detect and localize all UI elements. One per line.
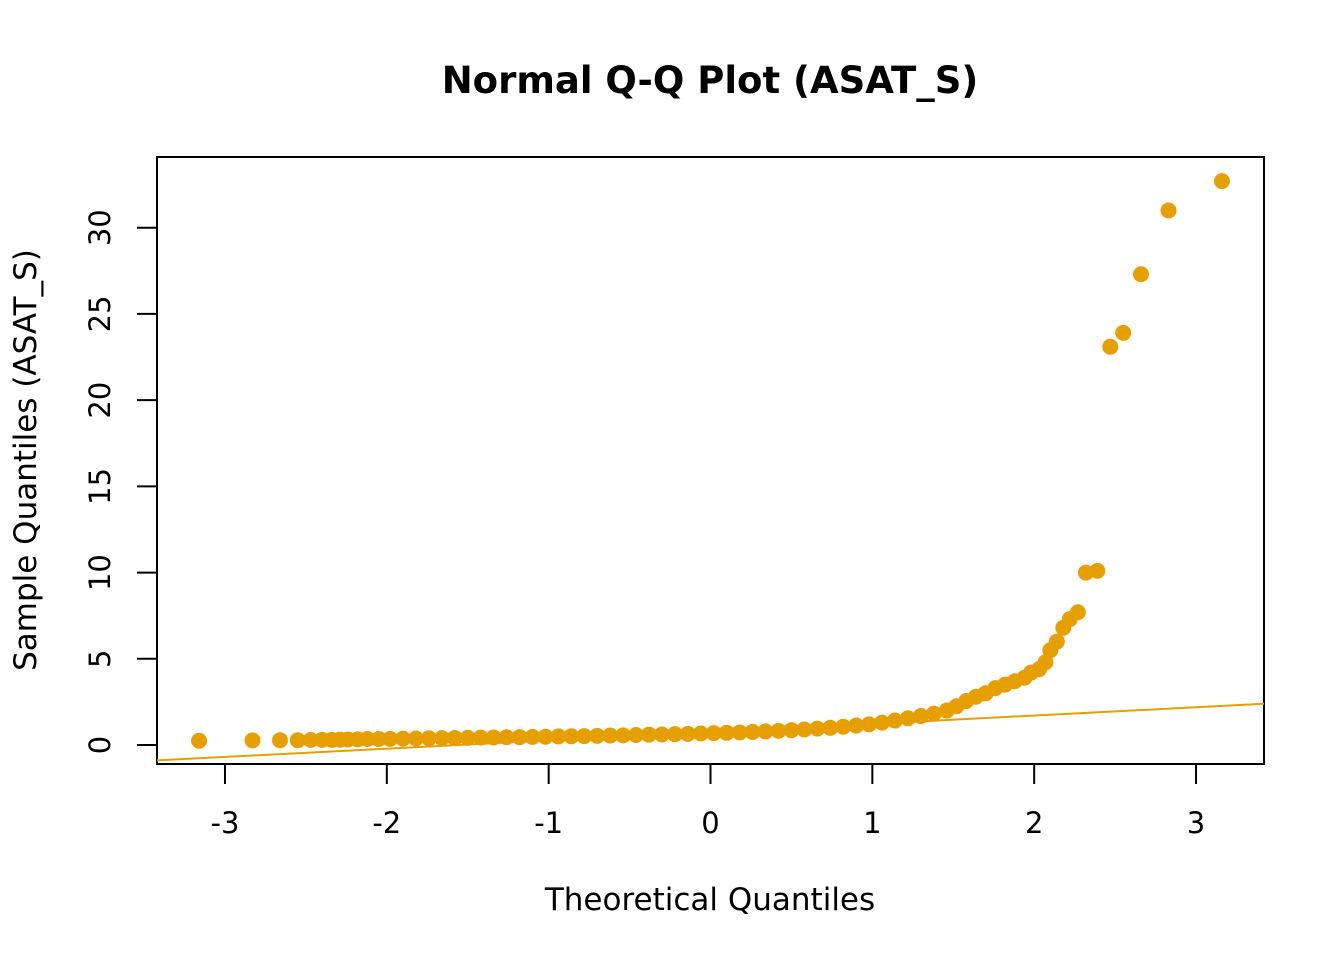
data-point-30 [615, 727, 632, 744]
chart-title: Normal Q-Q Plot (ASAT_S) [442, 59, 979, 102]
data-point-51 [887, 712, 903, 729]
data-point-37 [705, 725, 722, 742]
data-point-35 [679, 725, 696, 742]
data-point-22 [511, 729, 528, 746]
data-point-68 [1048, 633, 1065, 650]
data-point-17 [446, 729, 463, 746]
data-point-76 [1133, 266, 1149, 283]
data-point-75 [1115, 324, 1132, 341]
data-point-23 [524, 728, 541, 745]
data-point-4 [302, 731, 319, 748]
data-point-78 [1213, 173, 1230, 190]
data-point-74 [1102, 338, 1119, 355]
data-point-46 [822, 719, 839, 736]
y-tick-label-30: 30 [83, 209, 117, 246]
data-point-66 [1037, 654, 1054, 671]
data-point-21 [498, 729, 515, 746]
data-point-48 [848, 717, 865, 734]
data-point-42 [770, 722, 787, 739]
data-point-25 [550, 728, 567, 745]
data-point-43 [783, 722, 800, 739]
data-point-28 [589, 727, 606, 744]
y-tick-label-10: 10 [83, 554, 117, 591]
x-tick-label-2: 2 [1025, 806, 1043, 840]
y-tick-label-25: 25 [83, 295, 117, 332]
data-point-73 [1089, 562, 1106, 579]
data-point-40 [744, 723, 761, 740]
data-point-77 [1160, 202, 1177, 219]
data-point-31 [628, 727, 645, 744]
data-point-13 [395, 730, 411, 747]
data-point-45 [809, 720, 826, 737]
data-point-2 [272, 732, 288, 749]
data-point-34 [666, 726, 683, 743]
data-point-36 [692, 725, 709, 742]
data-point-32 [641, 726, 657, 743]
data-point-33 [653, 726, 670, 743]
y-axis-title: Sample Quantiles (ASAT_S) [8, 249, 44, 671]
data-point-54 [925, 705, 942, 722]
data-point-15 [420, 730, 437, 747]
data-point-0 [191, 732, 208, 749]
data-point-41 [757, 723, 774, 740]
x-tick-label--2: -2 [372, 806, 401, 840]
data-point-26 [563, 728, 580, 745]
x-axis-title: Theoretical Quantiles [544, 882, 875, 918]
data-point-14 [407, 730, 424, 747]
data-point-10 [359, 730, 376, 747]
data-point-29 [602, 727, 619, 744]
data-point-3 [289, 732, 306, 749]
data-point-52 [899, 710, 916, 727]
data-point-71 [1069, 604, 1086, 621]
data-point-39 [731, 724, 748, 741]
y-tick-label-0: 0 [83, 736, 117, 754]
x-tick-label-3: 3 [1187, 806, 1205, 840]
data-point-27 [576, 728, 593, 745]
data-point-16 [433, 730, 450, 747]
y-tick-label-20: 20 [83, 382, 117, 419]
data-point-47 [835, 718, 852, 735]
data-point-53 [912, 708, 929, 725]
data-point-20 [485, 729, 502, 746]
plot-frame [156, 156, 1265, 765]
y-tick-label-15: 15 [83, 468, 117, 505]
data-point-11 [370, 730, 387, 747]
data-point-44 [796, 721, 813, 738]
x-tick-label-0: 0 [701, 806, 719, 840]
data-point-49 [861, 716, 878, 733]
data-point-24 [537, 728, 554, 745]
y-tick-label-5: 5 [83, 650, 117, 668]
data-point-1 [244, 732, 261, 749]
x-tick-label-1: 1 [863, 806, 881, 840]
data-point-19 [472, 729, 489, 746]
data-point-50 [874, 714, 891, 731]
data-point-12 [382, 730, 399, 747]
x-tick-label--3: -3 [211, 806, 240, 840]
data-point-18 [459, 729, 476, 746]
data-point-38 [718, 724, 735, 741]
x-tick-label--1: -1 [534, 806, 563, 840]
